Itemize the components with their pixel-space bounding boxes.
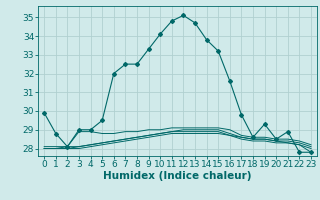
X-axis label: Humidex (Indice chaleur): Humidex (Indice chaleur): [103, 171, 252, 181]
